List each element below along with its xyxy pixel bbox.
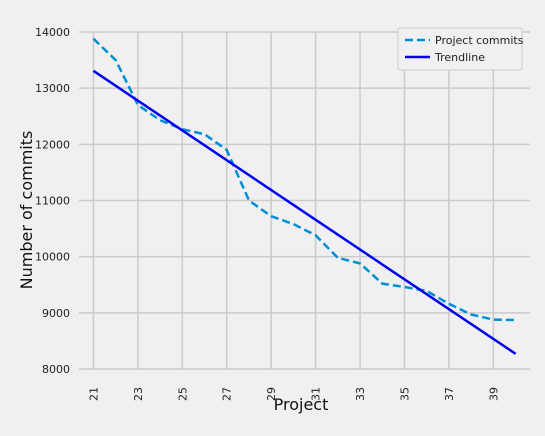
legend-box: [397, 27, 523, 71]
x-tick-label: 31: [310, 387, 323, 401]
y-tick-label: 11000: [35, 195, 70, 208]
series-line-trendline: [92, 69, 517, 355]
series-lines: [92, 37, 517, 355]
x-tick-label: 35: [398, 387, 411, 401]
x-tick-label: 29: [265, 387, 278, 401]
y-axis-label: Number of commits: [17, 131, 36, 290]
x-tick-labels: 21 23 25 27 29 31 33 35 37 39: [87, 387, 500, 401]
x-tick-label: 21: [87, 387, 100, 401]
y-tick-label: 8000: [42, 363, 70, 376]
x-tick-label: 37: [443, 387, 456, 401]
x-tick-label: 33: [354, 387, 367, 401]
x-tick-label: 25: [176, 387, 189, 401]
y-tick-label: 14000: [35, 26, 70, 39]
y-tick-labels: 8000 9000 10000 11000 12000 13000 14000: [35, 26, 70, 376]
x-axis-label: Project: [274, 395, 329, 414]
series-line-project-commits: [92, 37, 516, 322]
y-tick-label: 13000: [35, 82, 70, 95]
legend: Project commits Trendline: [397, 27, 524, 71]
legend-label-project-commits: Project commits: [435, 34, 524, 47]
y-tick-label: 10000: [35, 251, 70, 264]
x-tick-label: 39: [487, 387, 500, 401]
legend-label-trendline: Trendline: [434, 51, 485, 64]
y-tick-label: 12000: [35, 138, 70, 151]
x-tick-label: 23: [132, 387, 145, 401]
x-tick-label: 27: [221, 387, 234, 401]
y-tick-label: 9000: [42, 307, 70, 320]
grid: [79, 31, 530, 370]
